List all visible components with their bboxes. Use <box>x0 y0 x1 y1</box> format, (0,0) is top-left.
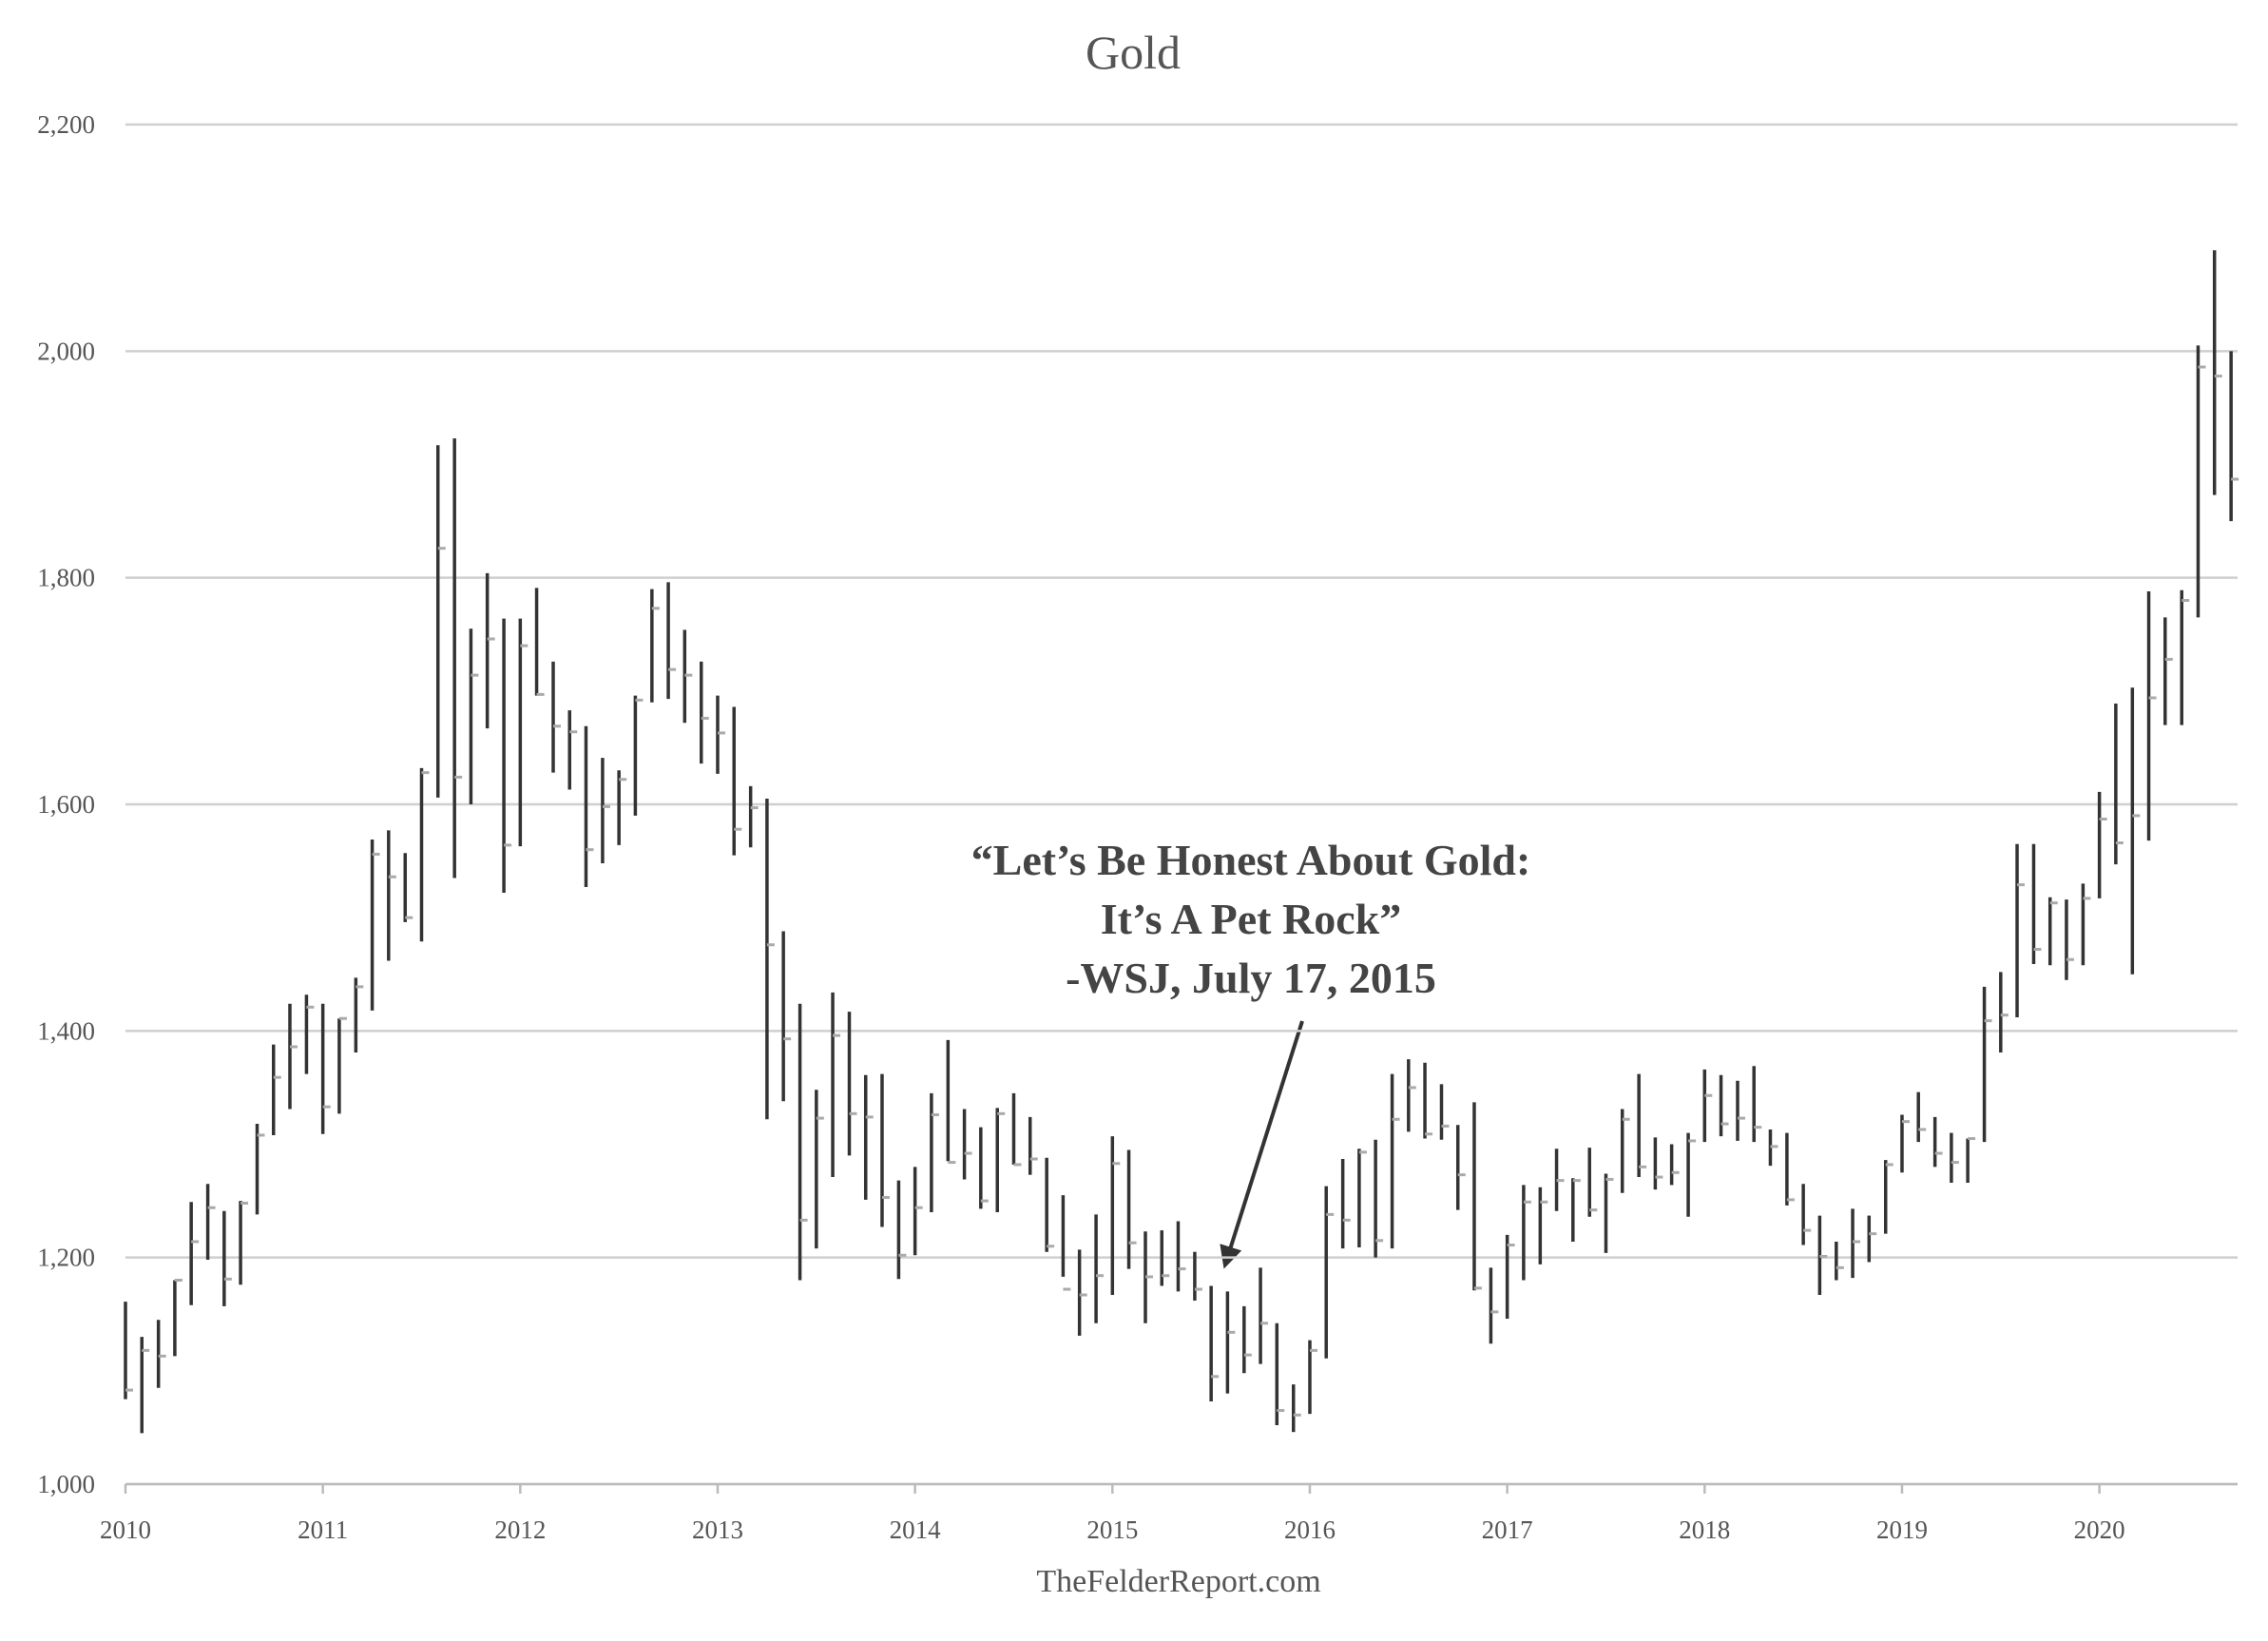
x-tick-label: 2018 <box>1679 1516 1730 1544</box>
x-tick-label: 2017 <box>1482 1516 1533 1544</box>
x-tick-label: 2010 <box>100 1516 151 1544</box>
x-tick-label: 2015 <box>1086 1516 1138 1544</box>
annotation: -WSJ, July 17, 2015 <box>1066 954 1436 1002</box>
y-tick-label: 1,800 <box>37 564 95 592</box>
x-tick-label: 2014 <box>890 1516 942 1544</box>
y-tick-label: 1,200 <box>37 1244 95 1272</box>
x-tick-label: 2019 <box>1876 1516 1928 1544</box>
x-tick-label: 2016 <box>1284 1516 1336 1544</box>
x-tick-label: 2012 <box>494 1516 546 1544</box>
y-tick-label: 1,000 <box>37 1470 95 1498</box>
y-tick-label: 2,200 <box>37 110 95 139</box>
chart-title: Gold <box>1086 26 1181 79</box>
annotation: “Let’s Be Honest About Gold: <box>971 836 1531 884</box>
source: TheFelderReport.com <box>1036 1564 1320 1599</box>
y-tick-label: 2,000 <box>37 337 95 365</box>
annotation: It’s A Pet Rock” <box>1101 895 1401 943</box>
x-tick-label: 2013 <box>692 1516 743 1544</box>
y-tick-label: 1,400 <box>37 1016 95 1045</box>
x-tick-label: 2020 <box>2074 1516 2125 1544</box>
y-tick-label: 1,600 <box>37 790 95 819</box>
annotation-arrow <box>1220 1020 1304 1269</box>
x-tick-label: 2011 <box>298 1516 348 1544</box>
